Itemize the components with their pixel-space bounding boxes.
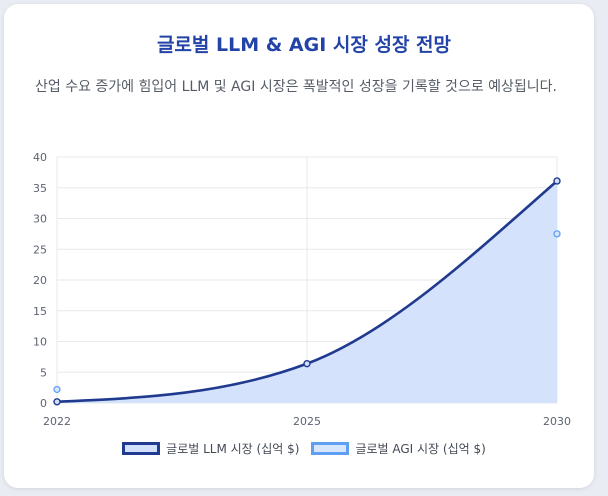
- llm-area-fill: [57, 180, 557, 403]
- legend-label-agi: 글로벌 AGI 시장 (십억 $): [355, 442, 486, 456]
- x-tick-label: 2030: [543, 415, 571, 428]
- llm-data-point: [553, 177, 561, 185]
- llm-data-point: [303, 359, 311, 368]
- y-tick-label: 30: [33, 213, 47, 226]
- y-tick-label: 25: [33, 243, 47, 256]
- y-tick-label: 40: [33, 151, 47, 164]
- legend-label-llm: 글로벌 LLM 시장 (십억 $): [166, 442, 300, 456]
- legend-item-agi[interactable]: 글로벌 AGI 시장 (십억 $): [311, 440, 486, 457]
- y-tick-label: 10: [33, 336, 47, 349]
- legend-swatch-agi: [311, 442, 350, 455]
- x-tick-label: 2022: [43, 415, 71, 428]
- chart-title: 글로벌 LLM & AGI 시장 성장 전망: [156, 34, 452, 56]
- y-tick-label: 5: [40, 366, 47, 379]
- x-tick-label: 2025: [293, 415, 321, 428]
- agi-data-point: [53, 385, 61, 394]
- legend-swatch-llm: [122, 442, 161, 455]
- y-tick-label: 0: [40, 397, 47, 410]
- llm-data-point: [53, 398, 61, 406]
- y-tick-label: 35: [33, 182, 47, 195]
- chart-subtitle: 산업 수요 증가에 힘입어 LLM 및 AGI 시장은 폭발적인 성장을 기록할…: [35, 79, 557, 95]
- y-tick-label: 20: [33, 274, 47, 287]
- chart-legend: 글로벌 LLM 시장 (십억 $) 글로벌 AGI 시장 (십억 $): [0, 440, 608, 457]
- y-tick-label: 15: [33, 305, 47, 318]
- agi-data-point: [553, 230, 561, 238]
- legend-item-llm[interactable]: 글로벌 LLM 시장 (십억 $): [122, 440, 299, 457]
